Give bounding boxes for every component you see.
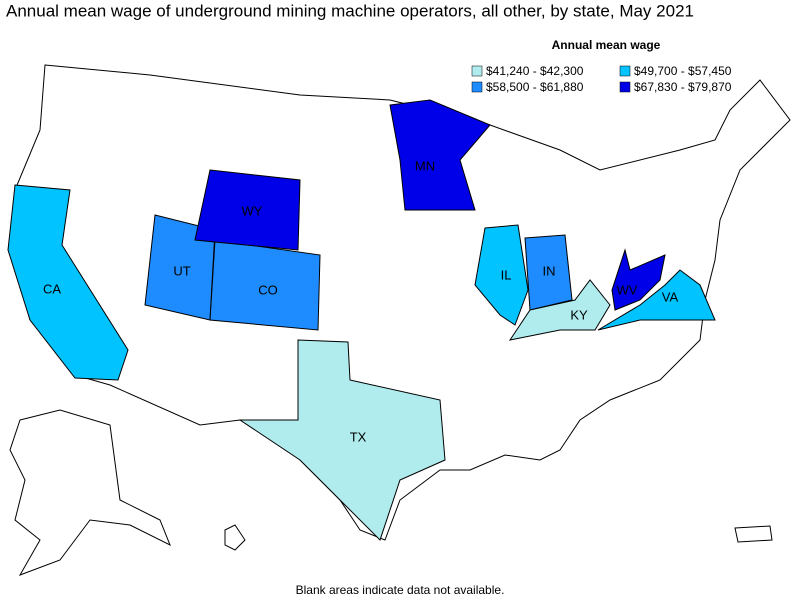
legend-swatch <box>471 65 483 77</box>
puerto-rico-outline <box>734 525 773 543</box>
state-label: WV <box>617 282 638 297</box>
hawaii-outline <box>224 524 246 551</box>
legend-swatch <box>471 81 483 93</box>
state <box>209 239 321 331</box>
state-label: CA <box>43 281 61 296</box>
legend-label: $41,240 - $42,300 <box>486 64 584 78</box>
legend-swatch <box>619 65 631 77</box>
us-outline <box>9 64 791 541</box>
state <box>611 248 666 311</box>
map-title: Annual mean wage of underground mining m… <box>6 1 694 20</box>
state-label: KY <box>570 307 588 322</box>
state-label: WY <box>242 203 263 218</box>
state <box>524 234 573 311</box>
state-label: IN <box>543 263 556 278</box>
state-label: TX <box>350 429 367 444</box>
state <box>474 224 529 326</box>
legend-swatch <box>619 81 631 93</box>
state-label: CO <box>258 282 278 297</box>
legend-title: Annual mean wage <box>552 38 661 52</box>
state-label: IL <box>501 267 512 282</box>
legend-label: $67,830 - $79,870 <box>634 80 732 94</box>
state <box>597 269 716 331</box>
state <box>7 184 129 381</box>
state <box>194 169 301 251</box>
footnote: Blank areas indicate data not available. <box>296 583 505 597</box>
state-label: MN <box>415 158 435 173</box>
state-label: UT <box>173 263 190 278</box>
state-label: VA <box>662 289 679 304</box>
alaska-outline <box>9 409 171 576</box>
legend-label: $58,500 - $61,880 <box>486 80 584 94</box>
state <box>238 339 446 541</box>
state <box>389 99 491 211</box>
state <box>508 279 611 341</box>
legend-label: $49,700 - $57,450 <box>634 64 732 78</box>
